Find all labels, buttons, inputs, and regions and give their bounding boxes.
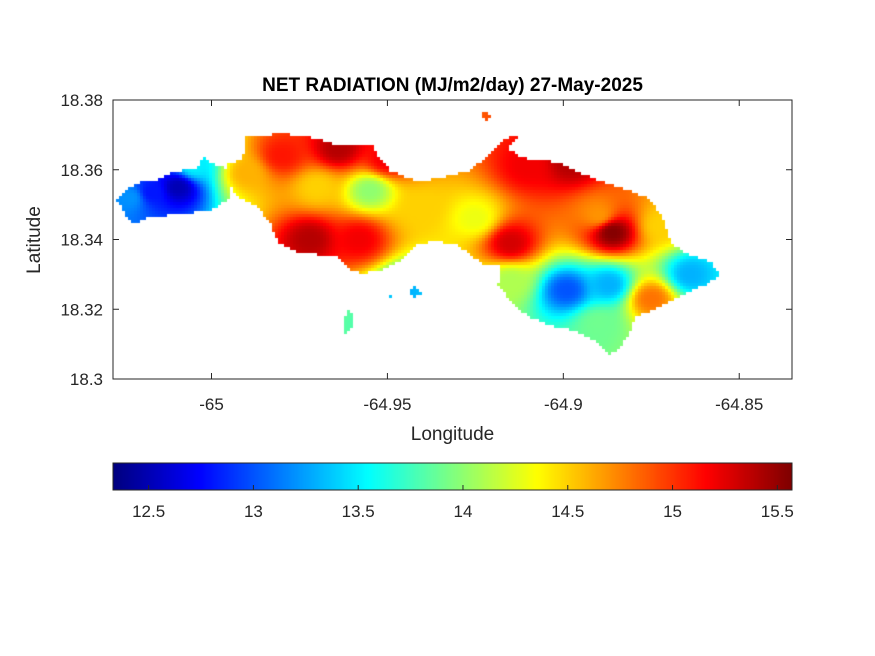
x-axis-label: Longitude [411,424,494,445]
colorbar-tick-label: 14 [454,502,473,521]
x-tick-label: -64.85 [715,395,763,414]
y-tick-label: 18.38 [60,91,103,110]
colorbar-tick-label: 13.5 [342,502,375,521]
chart-title: NET RADIATION (MJ/m2/day) 27-May-2025 [262,75,643,96]
x-tick-label: -64.95 [363,395,411,414]
y-tick-label: 18.3 [70,370,103,389]
colorbar-tick-label: 12.5 [132,502,165,521]
colorbar-ticks: 12.5 13 13.5 14 14.5 15 15.5 [132,485,794,521]
y-tick-label: 18.36 [60,161,103,180]
colorbar-tick-label: 15 [663,502,682,521]
colorbar-tick-label: 13 [244,502,263,521]
y-axis: 18.3 18.32 18.34 18.36 18.38 [60,91,792,389]
y-tick-label: 18.34 [60,231,103,250]
x-tick-label: -64.9 [544,395,583,414]
x-tick-label: -65 [199,395,224,414]
colorbar-tick-label: 14.5 [551,502,584,521]
colorbar: 12.5 13 13.5 14 14.5 15 15.5 [112,462,794,521]
heatmap-image [113,100,792,379]
heatmap [113,100,792,379]
colorbar-frame [112,462,793,491]
colorbar-tick-label: 15.5 [761,502,794,521]
y-tick-label: 18.32 [60,300,103,319]
y-axis-label: Latitude [24,206,45,274]
x-axis: -65 -64.95 -64.9 -64.85 [199,100,763,414]
colorbar-gradient [113,463,792,490]
